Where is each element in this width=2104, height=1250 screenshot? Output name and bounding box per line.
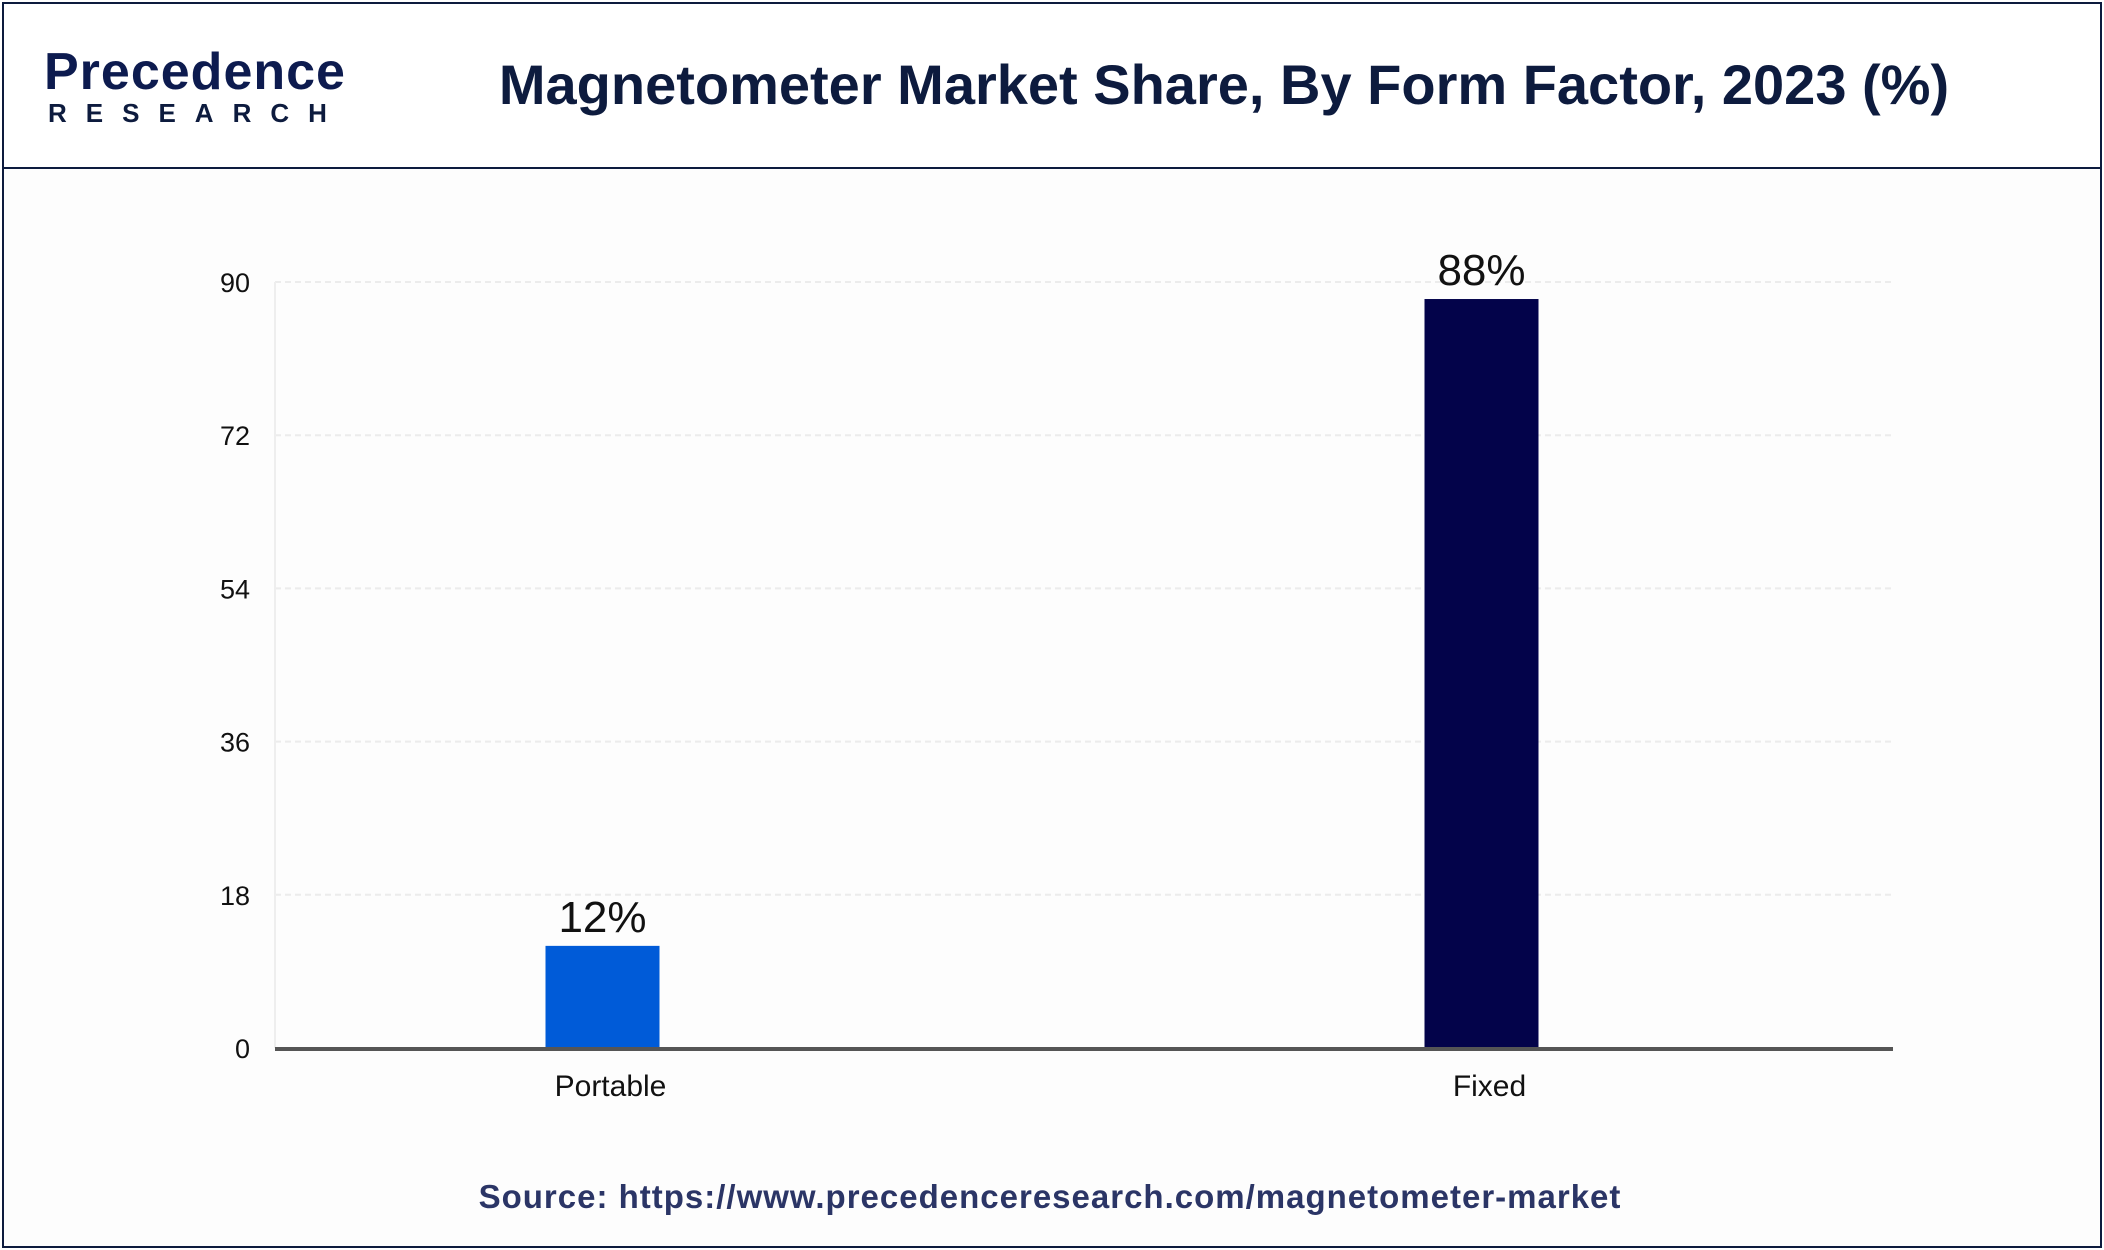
source-note: Source: https://www.precedenceresearch.c… [478,1178,1622,1215]
y-tick-label: 0 [235,1034,250,1064]
logo-wordmark: Precedence [44,42,346,102]
data-label: 12% [558,893,646,942]
y-tick-label: 72 [220,421,250,451]
y-tick-label: 18 [220,881,250,911]
logo-main-text: Precedence [44,43,346,101]
header: Precedence RESEARCH Magnetometer Market … [4,4,2100,169]
x-tick-label: Fixed [1453,1070,1526,1103]
x-tick-label: Portable [555,1070,667,1103]
y-tick-label: 36 [220,728,250,758]
bar-fixed [1424,299,1539,1048]
data-label: 88% [1437,246,1525,295]
precedence-logo: Precedence RESEARCH [44,42,345,132]
chart-title: Magnetometer Market Share, By Form Facto… [498,53,1950,116]
y-tick-label: 54 [220,574,250,604]
bar-portable [545,945,660,1048]
logo-subtext: RESEARCH [48,98,346,128]
y-tick-label: 90 [220,268,250,298]
